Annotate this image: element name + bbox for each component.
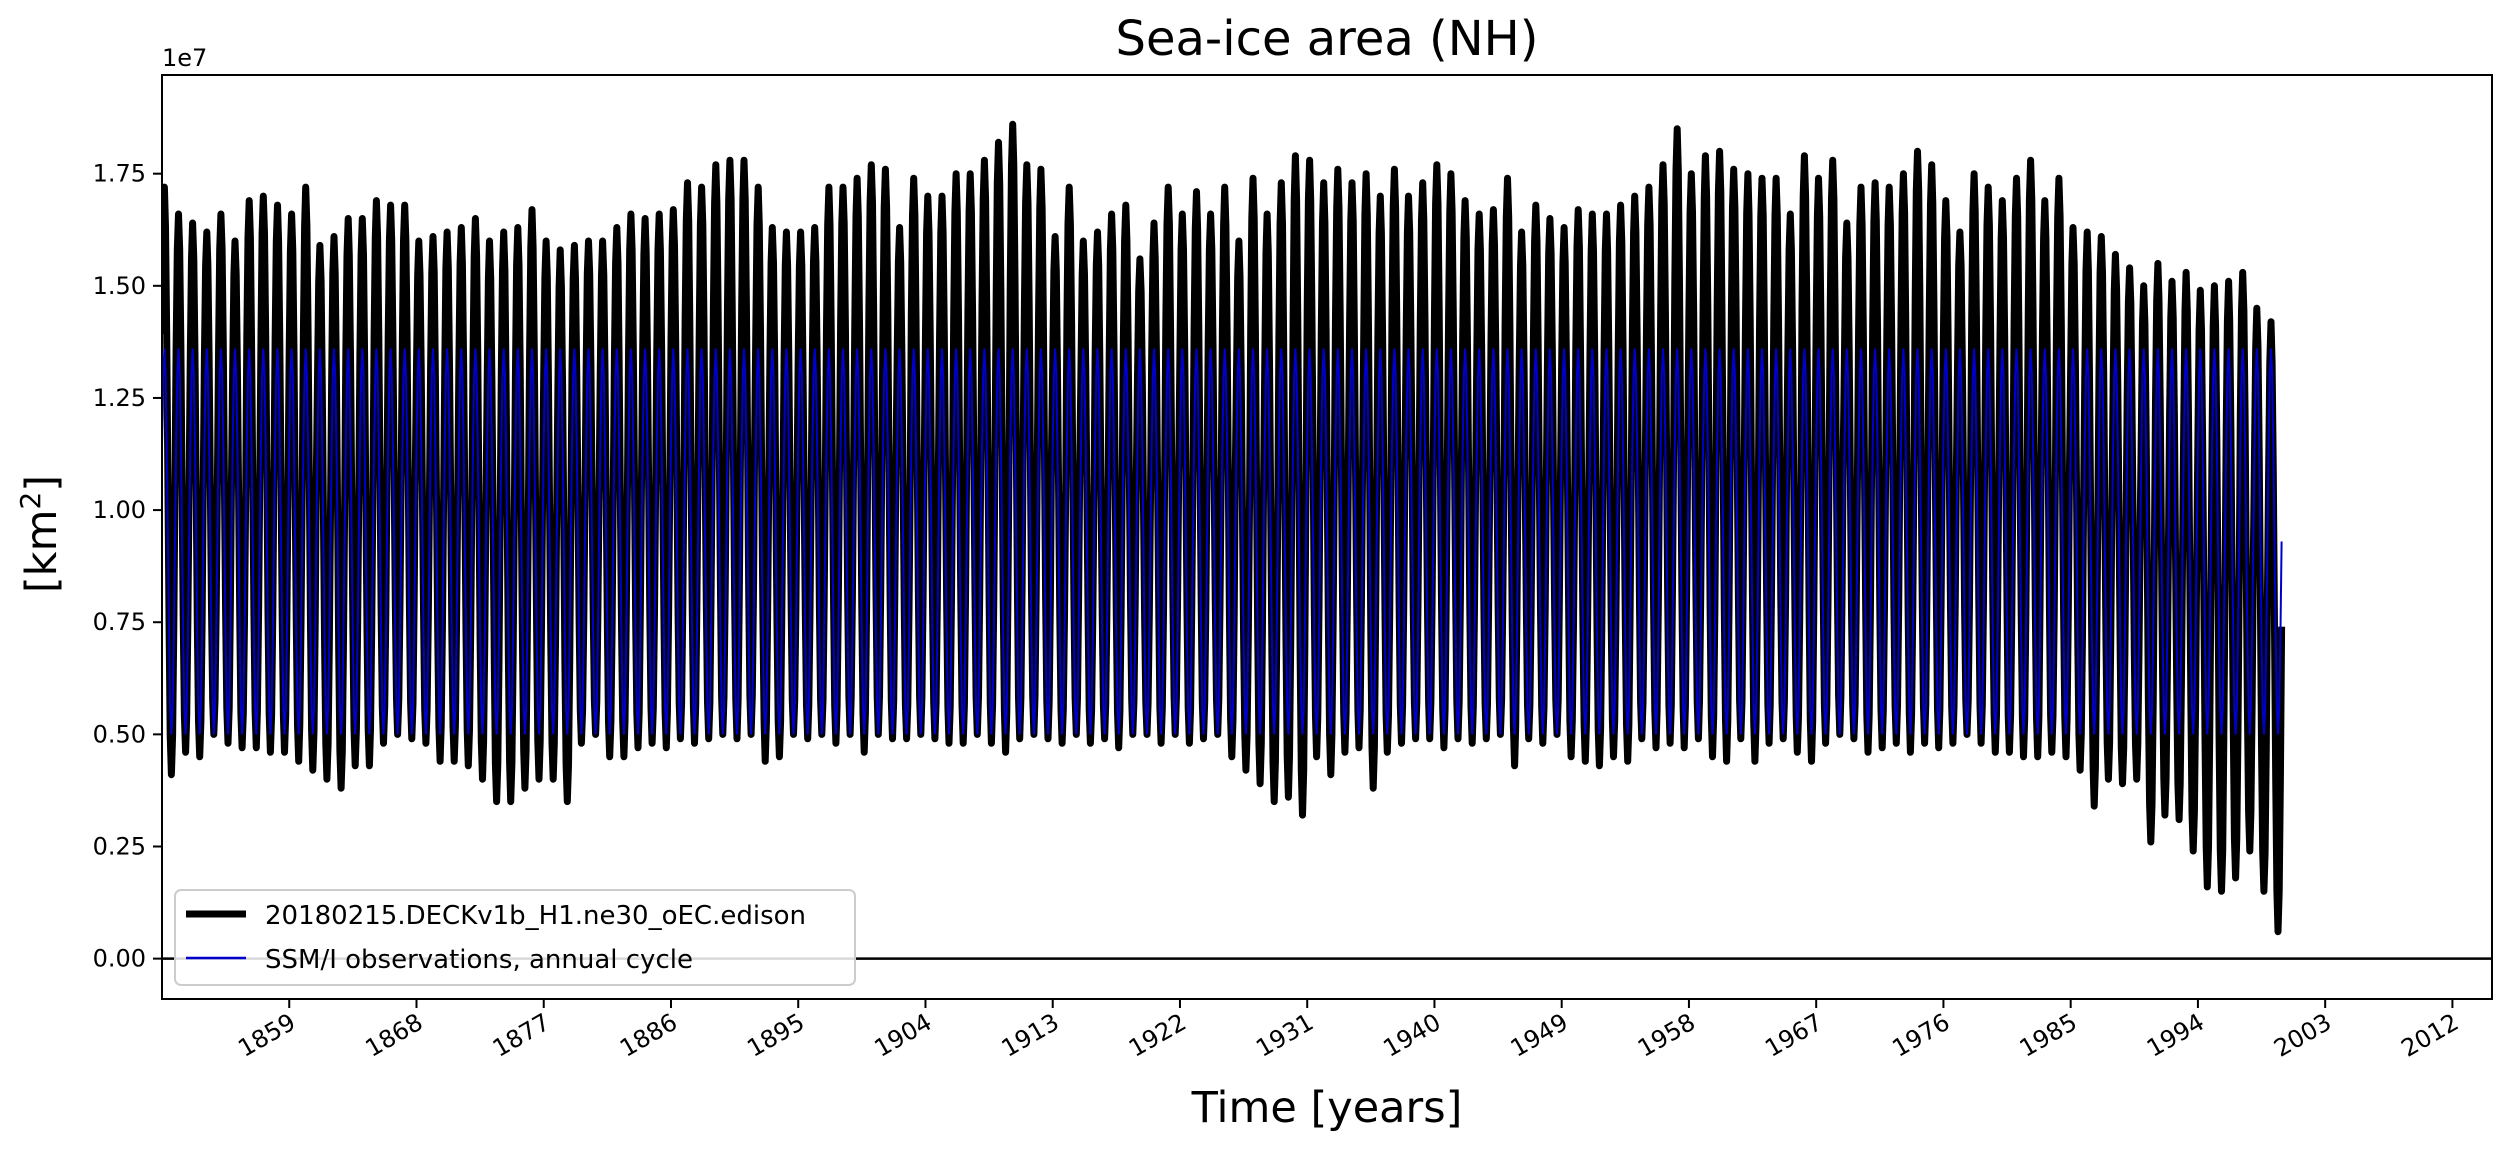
y-axis-label-sup: 2 <box>14 492 47 510</box>
x-axis-label: Time [years] <box>1191 1083 1463 1133</box>
y-tick-label: 1.25 <box>93 384 146 412</box>
y-axis-ticks: 0.00 0.25 0.50 0.75 1.00 1.25 1.50 1.75 <box>93 160 162 973</box>
series-line-model <box>162 120 2286 936</box>
legend-label-model: 20180215.DECKv1b_H1.ne30_oEC.edison <box>265 901 806 931</box>
legend: 20180215.DECKv1b_H1.ne30_oEC.edison SSM/… <box>174 889 856 986</box>
y-tick-label: 0.25 <box>93 832 146 860</box>
y-tick-label: 1.75 <box>93 160 146 188</box>
series-line-observations <box>162 348 2283 735</box>
legend-label-observations: SSM/I observations, annual cycle <box>265 945 693 975</box>
y-tick-label: 1.50 <box>93 272 146 300</box>
y-offset-label: 1e7 <box>162 44 207 72</box>
y-axis-label-close: ] <box>17 475 67 492</box>
legend-box <box>174 889 856 986</box>
plot-frame <box>161 74 2493 1000</box>
y-tick-label: 0.50 <box>93 720 146 748</box>
y-axis-label: [km2] <box>14 475 68 593</box>
y-tick-label: 0.00 <box>93 945 146 973</box>
y-tick-label: 0.75 <box>93 608 146 636</box>
chart-title: Sea-ice area (NH) <box>1116 11 1539 67</box>
y-axis-label-base: [km <box>17 510 67 594</box>
y-tick-label: 1.00 <box>93 496 146 524</box>
